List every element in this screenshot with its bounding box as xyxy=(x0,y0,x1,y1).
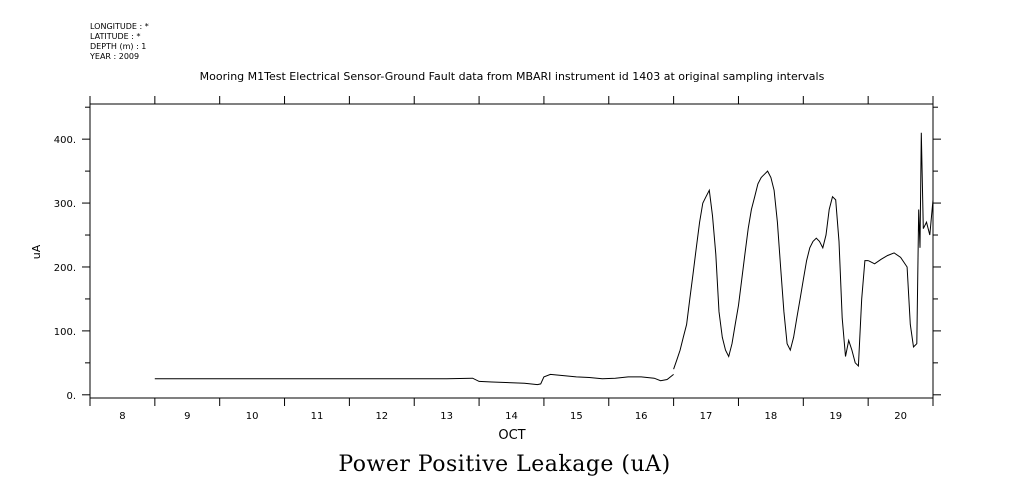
x-tick-label: 18 xyxy=(765,411,778,422)
tick-group: 8 9 10 11 12 13 14 15 16 17 18 19 200.100.200.300.40… xyxy=(54,96,941,422)
y-axis-label: uA xyxy=(30,244,43,259)
x-tick-label: 10 xyxy=(246,411,259,422)
x-tick-label: 12 xyxy=(375,411,388,422)
year-label: YEAR : 2009 xyxy=(90,52,140,61)
caption: Power Positive Leakage (uA) xyxy=(338,452,671,477)
x-tick-label: 14 xyxy=(505,411,518,422)
data-series-line-3 xyxy=(867,132,934,348)
y-tick-label: 400. xyxy=(54,135,76,146)
x-tick-label: 11 xyxy=(311,411,324,422)
x-tick-label: 20 xyxy=(894,411,907,422)
y-tick-label: 300. xyxy=(54,199,76,210)
x-tick-label: 13 xyxy=(440,411,453,422)
plot-frame xyxy=(89,103,934,399)
data-series-line-2 xyxy=(673,170,869,370)
x-tick-label: 8 xyxy=(119,411,125,422)
series-group xyxy=(154,132,934,386)
y-tick-label: 200. xyxy=(54,263,76,274)
x-tick-label: 9 xyxy=(184,411,190,422)
x-axis-label: OCT xyxy=(498,428,525,443)
x-tick-label: 15 xyxy=(570,411,583,422)
x-tick-label: 17 xyxy=(700,411,713,422)
data-series-line-1 xyxy=(154,373,674,386)
x-tick-label: 16 xyxy=(635,411,648,422)
x-tick-label: 19 xyxy=(829,411,842,422)
depth-label: DEPTH (m) : 1 xyxy=(90,42,147,51)
latitude-label: LATITUDE : * xyxy=(90,32,141,41)
y-tick-label: 100. xyxy=(54,327,76,338)
chart-title: Mooring M1Test Electrical Sensor-Ground … xyxy=(200,70,825,83)
longitude-label: LONGITUDE : * xyxy=(90,22,149,31)
y-tick-label: 0. xyxy=(66,391,76,402)
